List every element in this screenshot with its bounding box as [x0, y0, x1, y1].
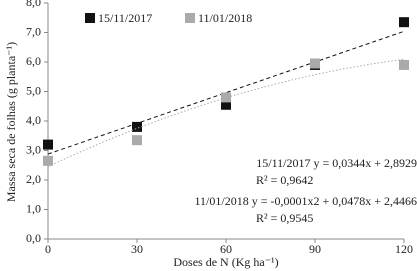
legend-label: 11/01/2018	[198, 11, 252, 25]
annotation: 15/11/2017 y = 0,0344x + 2,8929	[256, 156, 417, 170]
marker	[132, 121, 142, 132]
marker	[43, 139, 53, 150]
y-tick-label: 2,0	[26, 172, 41, 186]
x-tick-label: 120	[395, 242, 413, 256]
legend-marker	[185, 13, 195, 23]
x-tick-label: 30	[131, 242, 143, 256]
x-axis-title: Doses de N (Kg ha⁻¹)	[173, 255, 278, 269]
legend-label: 15/11/2017	[98, 11, 152, 25]
y-axis-title: Massa seca de folhas (g planta⁻¹)	[4, 42, 18, 202]
annotation: R² = 0,9642	[256, 173, 313, 187]
x-tick-label: 0	[45, 242, 51, 256]
y-tick-label: 3,0	[26, 142, 41, 156]
marker	[43, 155, 53, 166]
y-tick-label: 1,0	[26, 201, 41, 215]
y-tick-label: 8,0	[26, 0, 41, 9]
y-tick-label: 0,0	[26, 231, 41, 245]
y-tick-label: 7,0	[26, 24, 41, 38]
legend-marker	[85, 13, 95, 23]
marker	[399, 59, 409, 70]
marker	[399, 17, 409, 28]
x-tick-label: 90	[309, 242, 321, 256]
annotation: R² = 0,9545	[256, 211, 313, 225]
annotation: 11/01/2018 y = -0,0001x2 + 0,0478x + 2,4…	[194, 194, 417, 208]
marker	[221, 92, 231, 103]
x-tick-label: 60	[220, 242, 232, 256]
trendline	[47, 58, 405, 168]
y-tick-label: 4,0	[26, 113, 41, 127]
marker	[132, 135, 142, 146]
y-tick-label: 6,0	[26, 54, 41, 68]
marker	[221, 99, 231, 110]
y-tick-label: 5,0	[26, 83, 41, 97]
marker	[310, 58, 320, 69]
